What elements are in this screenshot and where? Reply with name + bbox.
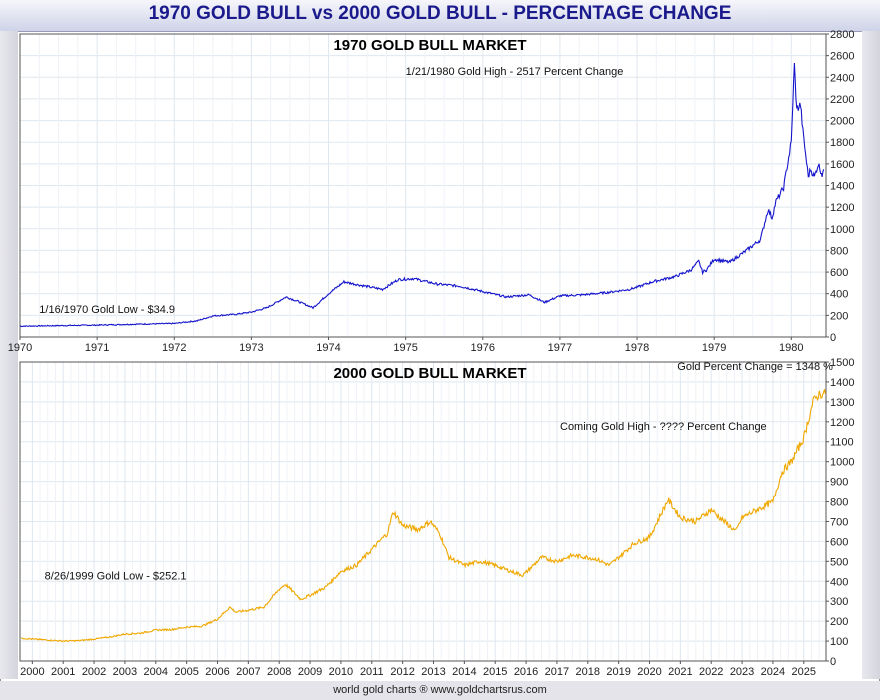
x-tick-label: 2012 <box>390 666 414 678</box>
y-tick-label: 2000 <box>830 116 854 128</box>
plot-border-2000 <box>19 361 827 662</box>
y-tick-label: 2800 <box>830 29 854 41</box>
x-tick-label: 2013 <box>421 666 445 678</box>
x-tick-label: 2020 <box>637 666 661 678</box>
page-title: 1970 GOLD BULL vs 2000 GOLD BULL - PERCE… <box>148 3 732 24</box>
y-tick-label: 1000 <box>830 224 854 236</box>
x-tick-label: 1974 <box>316 342 340 354</box>
x-tick-label: 2024 <box>761 666 785 678</box>
x-tick-label: 2008 <box>267 666 291 678</box>
y-tick-label: 1200 <box>830 202 854 214</box>
x-tick-label: 2004 <box>144 666 168 678</box>
y-tick-label: 100 <box>830 636 848 648</box>
x-tick-label: 1973 <box>239 342 263 354</box>
x-tick-label: 1976 <box>471 342 495 354</box>
y-tick-label: 1600 <box>830 159 854 171</box>
annotation-label: Gold Percent Change = 1348 % <box>677 361 833 373</box>
panel-2000: 0 100 200 300 400 500 600 700 800 900 1000 1100 1200… <box>19 357 854 678</box>
y-tick-label: 500 <box>830 556 848 568</box>
x-tick-label: 2006 <box>205 666 229 678</box>
chart-title: 2000 GOLD BULL MARKET <box>333 365 526 382</box>
x-tick-label: 2016 <box>514 666 538 678</box>
y-tick-label: 700 <box>830 516 848 528</box>
x-tick-label: 1979 <box>702 342 726 354</box>
panel-1970: 0 200 400 600 800 1000 1200 1400 1600 1800 2000 220… <box>8 29 855 354</box>
x-tick-label: 2011 <box>360 666 384 678</box>
x-tick-label: 2009 <box>298 666 322 678</box>
y-tick-label: 400 <box>830 289 848 301</box>
right-panel <box>862 31 880 679</box>
y-tick-label: 600 <box>830 536 848 548</box>
x-tick-label: 1975 <box>393 342 417 354</box>
y-tick-label: 0 <box>830 656 836 668</box>
x-tick-label: 2002 <box>82 666 106 678</box>
annotation-label: 1/16/1970 Gold Low - $34.9 <box>39 304 175 316</box>
x-tick-label: 2003 <box>113 666 137 678</box>
y-tick-label: 200 <box>830 310 848 322</box>
x-tick-label: 2015 <box>483 666 507 678</box>
y-tick-label: 0 <box>830 332 836 344</box>
x-tick-label: 2025 <box>792 666 816 678</box>
y-tick-label: 2400 <box>830 72 854 84</box>
annotation-label: 1/21/1980 Gold High - 2517 Percent Chang… <box>406 66 624 78</box>
y-tick-label: 600 <box>830 267 848 279</box>
x-tick-label: 2005 <box>174 666 198 678</box>
y-tick-label: 800 <box>830 497 848 509</box>
x-tick-label: 1977 <box>548 342 572 354</box>
chart-title: 1970 GOLD BULL MARKET <box>333 37 526 54</box>
x-tick-label: 2017 <box>545 666 569 678</box>
y-tick-label: 400 <box>830 576 848 588</box>
x-tick-label: 1980 <box>779 342 803 354</box>
y-tick-label: 1100 <box>830 437 854 449</box>
y-tick-label: 1200 <box>830 417 854 429</box>
plot-border-1970 <box>19 33 827 338</box>
x-tick-label: 2000 <box>20 666 44 678</box>
x-tick-label: 2010 <box>329 666 353 678</box>
x-tick-label: 2021 <box>668 666 692 678</box>
x-tick-label: 2007 <box>236 666 260 678</box>
y-tick-label: 1800 <box>830 137 854 149</box>
left-panel <box>0 31 18 679</box>
x-tick-label: 1970 <box>8 342 32 354</box>
title-bar <box>0 0 880 32</box>
x-tick-label: 2023 <box>730 666 754 678</box>
y-tick-label: 2600 <box>830 51 854 63</box>
annotation-label: 8/26/1999 Gold Low - $252.1 <box>45 570 187 582</box>
y-tick-label: 1500 <box>830 357 854 369</box>
series-line-2000 <box>21 389 826 643</box>
y-tick-label: 1400 <box>830 377 854 389</box>
series-line-1970 <box>19 62 825 328</box>
footer-bar <box>0 681 880 700</box>
plot-area-2000 <box>19 361 827 662</box>
x-tick-label: 2014 <box>452 666 476 678</box>
x-tick-label: 2018 <box>576 666 600 678</box>
footer-credit: world gold charts ® www.goldchartsrus.co… <box>333 684 547 696</box>
y-tick-label: 1300 <box>830 397 854 409</box>
annotation-label: Coming Gold High - ???? Percent Change <box>560 421 767 433</box>
y-tick-label: 2200 <box>830 94 854 106</box>
x-tick-label: 2001 <box>51 666 75 678</box>
x-tick-label: 1972 <box>162 342 186 354</box>
x-tick-label: 2019 <box>606 666 630 678</box>
y-tick-label: 300 <box>830 596 848 608</box>
y-tick-label: 800 <box>830 245 848 257</box>
y-tick-label: 200 <box>830 616 848 628</box>
x-tick-label: 1978 <box>625 342 649 354</box>
y-tick-label: 1000 <box>830 457 854 469</box>
y-tick-label: 1400 <box>830 181 854 193</box>
x-tick-label: 1971 <box>85 342 109 354</box>
y-tick-label: 900 <box>830 477 848 489</box>
x-tick-label: 2022 <box>699 666 723 678</box>
